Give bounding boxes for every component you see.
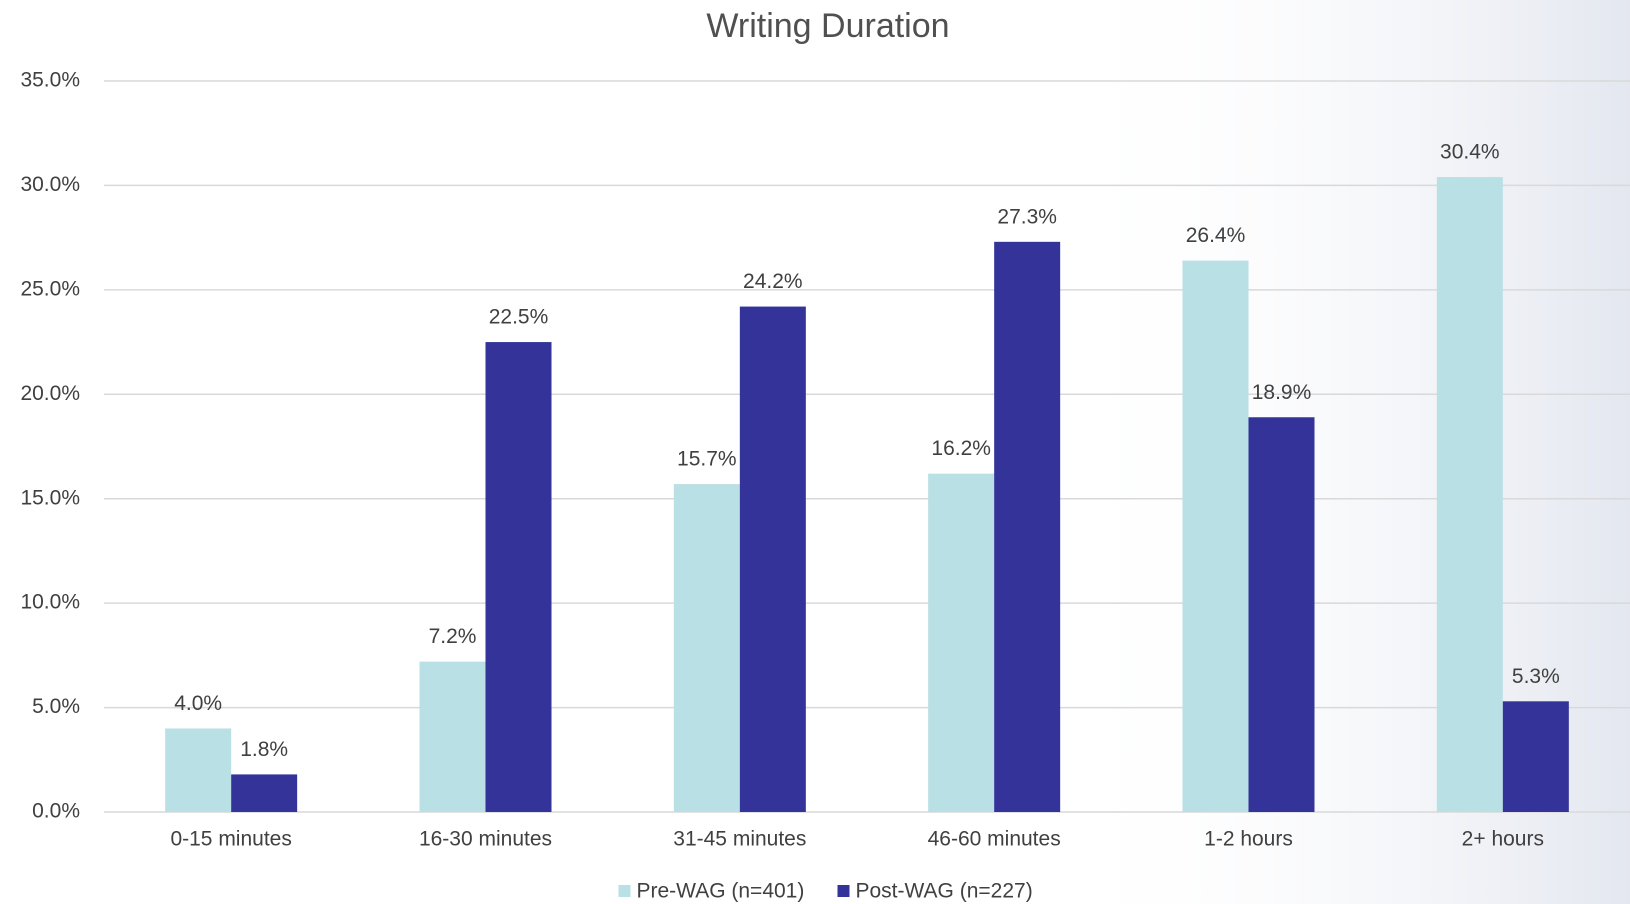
value-label: 16.2% xyxy=(931,437,991,460)
y-tick-label: 5.0% xyxy=(32,695,80,718)
value-label: 24.2% xyxy=(743,270,803,293)
bar xyxy=(485,342,552,812)
y-tick-label: 20.0% xyxy=(20,382,80,405)
bar xyxy=(994,241,1061,812)
y-tick-label: 35.0% xyxy=(20,69,80,92)
y-tick-label: 0.0% xyxy=(32,800,80,823)
bar xyxy=(739,306,806,812)
bar xyxy=(1436,177,1503,812)
bar xyxy=(165,728,232,812)
value-label: 15.7% xyxy=(677,448,737,471)
y-tick-label: 10.0% xyxy=(20,591,80,614)
value-label: 22.5% xyxy=(489,306,549,329)
x-tick-label: 31-45 minutes xyxy=(673,828,806,851)
bar xyxy=(673,484,740,812)
bar xyxy=(1502,701,1569,812)
value-label: 26.4% xyxy=(1186,224,1246,247)
y-tick-label: 15.0% xyxy=(20,486,80,509)
bar xyxy=(928,473,995,812)
bar xyxy=(231,774,298,812)
x-tick-label: 1-2 hours xyxy=(1204,828,1293,851)
value-label: 27.3% xyxy=(997,205,1057,228)
value-label: 5.3% xyxy=(1512,665,1560,688)
value-label: 7.2% xyxy=(429,625,477,648)
bar xyxy=(1182,260,1249,812)
chart-title: Writing Duration xyxy=(706,7,949,45)
y-tick-label: 25.0% xyxy=(20,277,80,300)
x-tick-label: 16-30 minutes xyxy=(419,828,552,851)
value-label: 18.9% xyxy=(1252,381,1312,404)
legend-swatch xyxy=(837,885,850,897)
bar xyxy=(419,661,486,812)
legend-swatch xyxy=(618,885,631,897)
legend-label: Pre-WAG (n=401) xyxy=(637,880,805,903)
value-label: 30.4% xyxy=(1440,141,1500,164)
value-label: 1.8% xyxy=(240,738,288,761)
bar xyxy=(1248,417,1315,812)
legend-label: Post-WAG (n=227) xyxy=(856,880,1033,903)
y-tick-label: 30.0% xyxy=(20,173,80,196)
value-label: 4.0% xyxy=(174,692,222,715)
x-tick-label: 46-60 minutes xyxy=(928,828,1061,851)
x-tick-label: 0-15 minutes xyxy=(170,828,291,851)
x-tick-label: 2+ hours xyxy=(1462,828,1544,851)
